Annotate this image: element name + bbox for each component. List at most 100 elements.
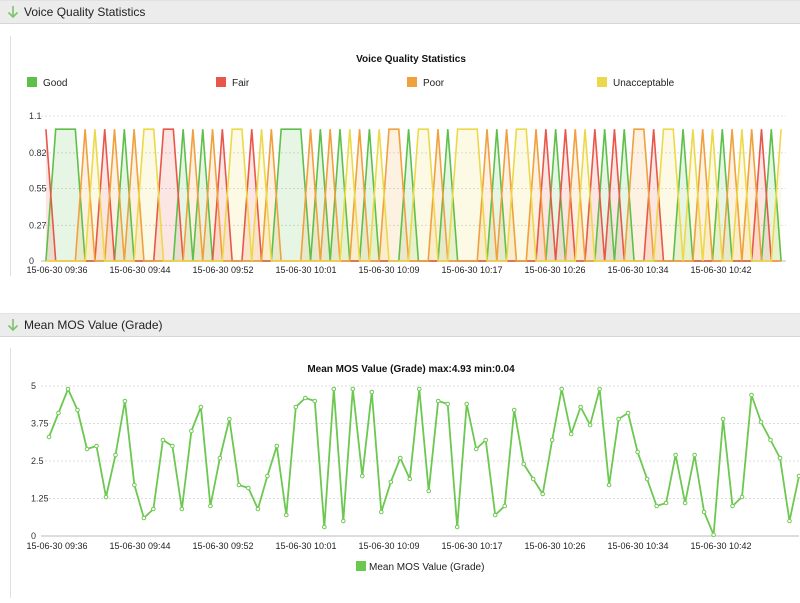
- data-point: [75, 407, 80, 413]
- data-point: [350, 386, 356, 392]
- x-tick-label: 15-06-30 10:17: [441, 541, 502, 551]
- data-point: [151, 506, 156, 512]
- data-point: [673, 452, 678, 458]
- legend-swatch-poor: [407, 77, 417, 87]
- data-point: [739, 494, 745, 500]
- data-point: [464, 401, 470, 407]
- legend-swatch-unacceptable: [597, 77, 607, 87]
- data-point: [208, 503, 213, 509]
- data-point: [635, 449, 640, 455]
- data-point: [303, 395, 308, 401]
- data-point: [530, 476, 536, 482]
- data-point: [322, 524, 327, 530]
- x-tick-label: 15-06-30 10:34: [607, 265, 668, 275]
- data-point: [597, 386, 602, 392]
- data-point: [132, 482, 137, 488]
- data-point: [160, 437, 166, 443]
- data-point: [701, 509, 707, 515]
- x-tick-label: 15-06-30 09:44: [109, 265, 170, 275]
- legend-label-unacceptable: Unacceptable: [613, 78, 675, 89]
- chart-title: Voice Quality Statistics: [356, 54, 466, 65]
- data-point: [113, 452, 118, 458]
- data-point: [435, 398, 441, 404]
- data-point: [407, 476, 413, 482]
- data-point: [768, 437, 773, 443]
- data-point: [502, 503, 508, 509]
- series-area-poor: [45, 129, 782, 261]
- collapse-arrow-icon[interactable]: [6, 4, 20, 20]
- x-tick-label: 15-06-30 10:42: [690, 541, 751, 551]
- data-point: [94, 443, 99, 449]
- data-point: [511, 407, 517, 413]
- data-point: [730, 503, 735, 509]
- data-point: [521, 461, 527, 467]
- y-tick-label: 0: [29, 256, 34, 266]
- x-tick-label: 15-06-30 10:09: [358, 541, 419, 551]
- data-point: [720, 416, 726, 422]
- y-tick-label: 1.25: [31, 494, 49, 504]
- mos-chart-panel: Mean MOS Value (Grade) max:4.93 min:0.04…: [10, 348, 800, 598]
- series-line-mos: [48, 388, 800, 536]
- data-point: [625, 410, 631, 416]
- data-point: [379, 509, 384, 515]
- data-point: [179, 506, 185, 512]
- data-point: [587, 422, 593, 428]
- collapse-arrow-icon[interactable]: [6, 317, 20, 333]
- data-point: [141, 515, 147, 521]
- legend-label-good: Good: [43, 78, 67, 89]
- data-point: [360, 473, 365, 479]
- data-point: [284, 512, 289, 518]
- data-point: [198, 404, 204, 410]
- data-point: [454, 524, 460, 530]
- y-tick-label: 0.55: [29, 184, 47, 194]
- data-point: [170, 443, 175, 449]
- data-point: [217, 455, 223, 461]
- data-point: [293, 404, 299, 410]
- legend-label-fair: Fair: [232, 78, 250, 89]
- data-point: [417, 386, 422, 392]
- legend-swatch-fair: [216, 77, 226, 87]
- data-point: [540, 491, 546, 497]
- mos-section-header[interactable]: Mean MOS Value (Grade): [0, 313, 800, 337]
- data-point: [398, 455, 403, 461]
- data-point: [616, 416, 621, 422]
- data-point: [369, 389, 375, 395]
- chart-title: Mean MOS Value (Grade) max:4.93 min:0.04: [307, 364, 515, 375]
- data-point: [65, 386, 71, 392]
- data-point: [312, 398, 318, 404]
- data-point: [787, 518, 792, 524]
- legend-label-mos: Mean MOS Value (Grade): [369, 562, 484, 573]
- y-tick-label: 0.27: [29, 220, 47, 230]
- data-point: [644, 476, 650, 482]
- x-tick-label: 15-06-30 09:36: [26, 265, 87, 275]
- mos-chart: Mean MOS Value (Grade) max:4.93 min:0.04…: [26, 364, 800, 573]
- data-point: [692, 452, 697, 458]
- data-point: [103, 494, 109, 500]
- data-point: [749, 392, 754, 398]
- y-tick-label: 5: [31, 381, 36, 391]
- data-point: [388, 479, 394, 485]
- legend-swatch-mos: [356, 561, 366, 571]
- x-tick-label: 15-06-30 10:26: [524, 541, 585, 551]
- data-point: [331, 386, 337, 392]
- x-tick-label: 15-06-30 10:01: [275, 541, 336, 551]
- data-point: [445, 401, 451, 407]
- series-line-unacceptable: [45, 128, 782, 262]
- y-tick-label: 2.5: [31, 456, 44, 466]
- data-point: [473, 446, 479, 452]
- x-tick-label: 15-06-30 10:34: [607, 541, 668, 551]
- x-tick-label: 15-06-30 09:52: [192, 541, 253, 551]
- data-point: [559, 386, 565, 392]
- data-point: [777, 455, 783, 461]
- y-tick-label: 1.1: [29, 111, 42, 121]
- data-point: [122, 398, 128, 404]
- voice-quality-section-header[interactable]: Voice Quality Statistics: [0, 0, 800, 24]
- section-title: Mean MOS Value (Grade): [24, 318, 163, 332]
- data-point: [84, 446, 90, 452]
- x-tick-label: 15-06-30 09:44: [109, 541, 170, 551]
- x-tick-label: 15-06-30 09:52: [192, 265, 253, 275]
- data-point: [46, 434, 52, 440]
- y-tick-label: 0: [31, 531, 36, 541]
- section-title: Voice Quality Statistics: [24, 5, 146, 19]
- x-tick-label: 15-06-30 10:26: [524, 265, 585, 275]
